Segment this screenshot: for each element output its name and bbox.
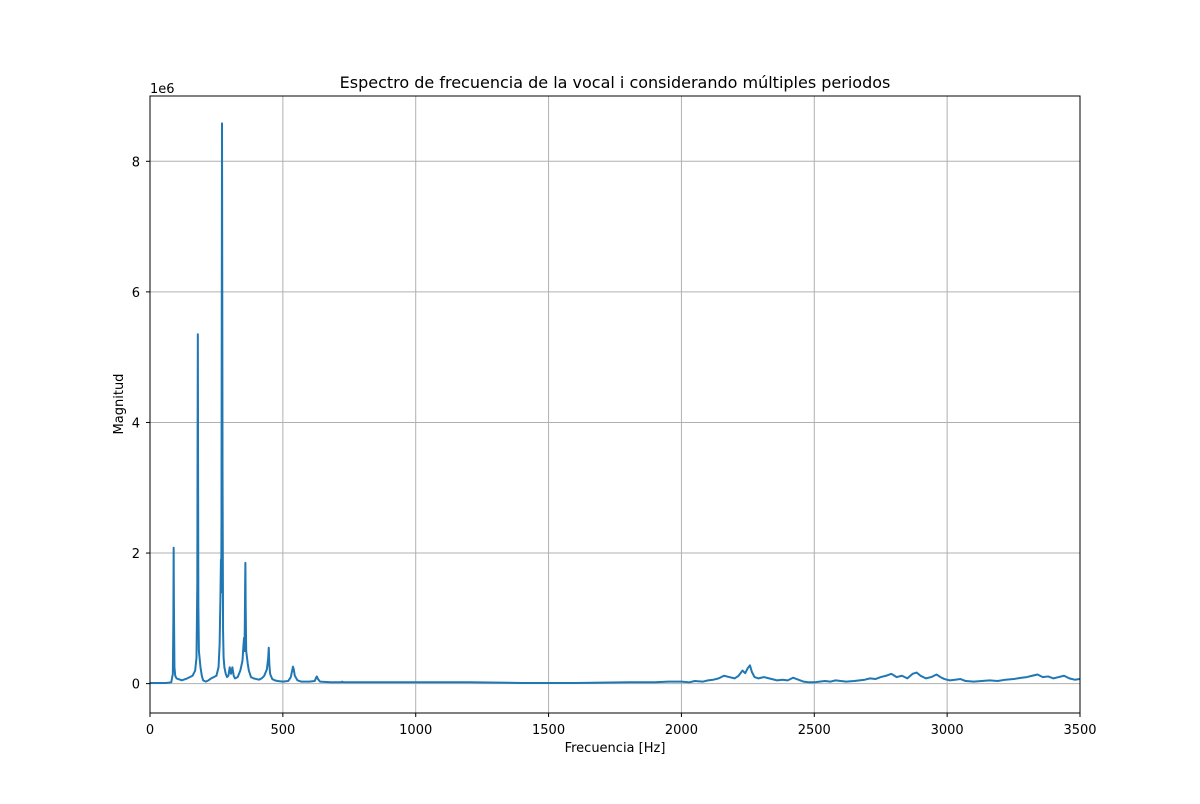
x-tick-label: 0	[146, 723, 154, 738]
x-tick-label: 3500	[1063, 723, 1096, 738]
y-tick-label: 0	[132, 678, 140, 693]
plot-area	[150, 122, 1080, 684]
axis-ticks: 0 500 1000 1500 2000 2500 3000 3500 0 2 4 6 8	[132, 155, 1097, 738]
x-tick-label: 1500	[532, 723, 565, 738]
x-tick-label: 3000	[931, 723, 964, 738]
axes-frame	[149, 95, 1081, 714]
chart-title: Espectro de frecuencia de la vocal i con…	[340, 73, 891, 92]
x-tick-label: 2000	[665, 723, 698, 738]
spectrum-series-line	[150, 122, 1080, 684]
x-tick-label: 500	[270, 723, 295, 738]
x-axis-label: Frecuencia [Hz]	[565, 741, 666, 756]
x-tick-label: 1000	[399, 723, 432, 738]
y-tick-label: 6	[132, 286, 140, 301]
y-tick-label: 8	[132, 155, 140, 170]
y-axis-offset-label: 1e6	[150, 82, 175, 97]
y-tick-label: 2	[132, 547, 140, 562]
x-tick-label: 2500	[798, 723, 831, 738]
y-axis-label: Magnitud	[112, 374, 127, 435]
y-tick-label: 4	[132, 416, 140, 431]
